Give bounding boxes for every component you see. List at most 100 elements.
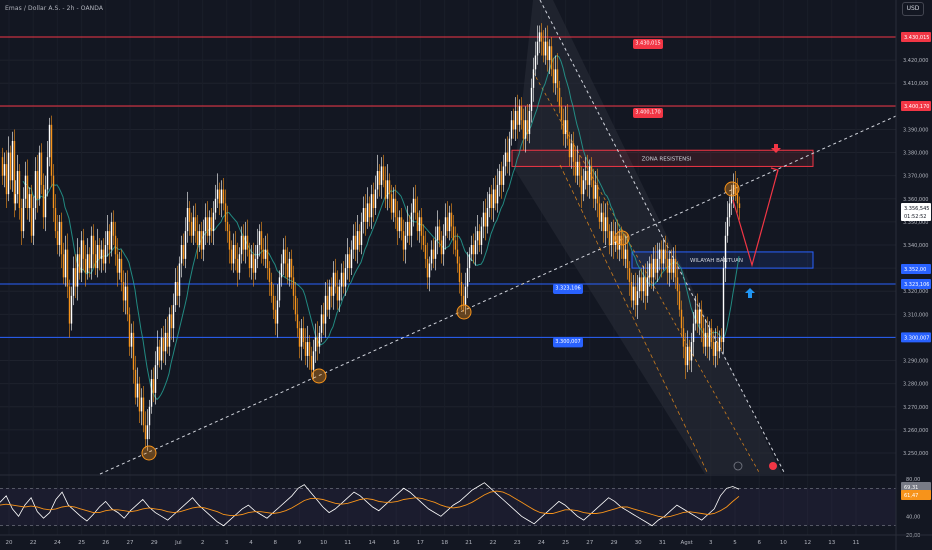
candle-body [172, 305, 175, 329]
candle-body [232, 245, 235, 264]
candle-body [18, 171, 21, 209]
time-tick-label: 5 [733, 540, 737, 546]
candle-body [524, 120, 527, 139]
candle-body [404, 235, 407, 250]
candle-body [618, 235, 621, 250]
candle-body [118, 258, 121, 273]
candle-body [464, 286, 467, 306]
candle-body [382, 166, 385, 181]
candle-body [270, 281, 273, 296]
candle-body [360, 221, 363, 245]
sell-arrow-head [771, 148, 781, 153]
candle-body [388, 180, 391, 195]
candle-body [738, 203, 741, 209]
candle-body [412, 198, 415, 213]
candle-body [40, 152, 43, 185]
candle-body [482, 212, 485, 227]
lightning-icon[interactable] [733, 461, 743, 471]
candle-body [174, 281, 177, 306]
candle-body [156, 346, 159, 366]
candle-body [86, 254, 89, 273]
candle-body [720, 337, 723, 343]
level-label-bg [553, 284, 583, 295]
candle-body [674, 258, 677, 278]
candle-body [186, 208, 189, 232]
candle-body [704, 332, 707, 347]
candle-body [218, 189, 221, 204]
candle-body [596, 184, 599, 204]
badge-level-c[interactable]: 3.323,106 [901, 279, 931, 290]
candle-body [646, 277, 649, 296]
badge-green-price[interactable]: 3.352,00 [901, 264, 931, 274]
projection-path[interactable] [732, 144, 781, 471]
candle-body [378, 171, 381, 185]
candle-body [326, 295, 329, 310]
badge-rsi[interactable]: 69,31 [901, 482, 931, 492]
candle-body [714, 342, 717, 356]
rsi-line [0, 482, 740, 527]
candle-body [736, 194, 739, 204]
candle-body [722, 268, 725, 343]
candle-body [604, 217, 607, 232]
candle-body [324, 295, 327, 324]
news-icon[interactable] [769, 462, 777, 470]
candle-body [122, 281, 125, 301]
candle-body [264, 249, 267, 259]
sell-arrow-icon[interactable] [771, 144, 781, 153]
ascending-trendline[interactable] [99, 115, 897, 475]
badge-rsi-ma[interactable]: 61,47 [901, 490, 931, 500]
badge-current[interactable]: 3.356,545 01:52:52 [901, 203, 931, 221]
price-tick-label: 3.360,000 [903, 197, 928, 203]
candle-body [442, 235, 445, 255]
candle-body [520, 106, 523, 121]
channel-lower-line[interactable] [559, 164, 709, 475]
level-label: 3.430,015 [633, 38, 663, 49]
candle-body [204, 217, 207, 232]
candle-body [202, 231, 205, 250]
candle-body [268, 268, 271, 282]
time-tick-label: Agst [680, 540, 693, 546]
zone-label: WILAYAH BANTUAN [690, 258, 743, 264]
candle-body [240, 235, 243, 255]
buy-arrow-icon[interactable] [745, 288, 755, 298]
candle-body [152, 379, 155, 393]
price-axis[interactable]: 3.250,000 3.260,000 3.270,000 3.280,000 3.29… [895, 0, 931, 550]
time-tick-label: 23 [514, 540, 521, 546]
currency-button[interactable]: USD [902, 2, 924, 16]
candle-body [624, 249, 627, 259]
badge-level-a[interactable]: 3.430,015 [901, 31, 931, 42]
candle-body [606, 217, 609, 232]
candle-body [696, 309, 699, 324]
candle-body [564, 120, 567, 135]
candle-body [470, 245, 473, 255]
candle-body [150, 379, 153, 407]
candle-body [728, 203, 731, 218]
time-axis[interactable]: 20 22 24 25 26 27 29 Jul 2 3 4 8 9 10 11 14 16 17 18 21 22 23… [0, 534, 932, 546]
descending-trendline[interactable] [539, 0, 786, 475]
horizontal-levels[interactable]: 3.430,015 3.400,170 3.323,106 3.300,007 [0, 36, 896, 348]
badge-level-c-bg [901, 279, 931, 290]
candle-body [358, 231, 361, 245]
time-tick-label: 26 [102, 540, 109, 546]
candle-body [544, 41, 547, 56]
time-tick-label: 13 [828, 540, 835, 546]
candle-body [336, 286, 339, 301]
level-label: 3.323,106 [553, 284, 583, 295]
badge-level-d[interactable]: 3.300,007 [901, 332, 931, 343]
channel-mid-line[interactable] [532, 71, 761, 475]
time-tick-label: 20 [6, 540, 13, 546]
candle-body [124, 286, 127, 301]
time-tick-label: 29 [151, 540, 158, 546]
trendlines[interactable] [99, 0, 897, 475]
candle-body [30, 194, 33, 236]
candle-body [684, 346, 687, 366]
badge-level-b[interactable]: 3.400,170 [901, 100, 931, 111]
projection-line[interactable] [732, 169, 779, 268]
candle-body [428, 263, 431, 278]
pivot-circle [456, 304, 472, 320]
buy-arrow-shaft [748, 293, 752, 298]
candle-body [506, 152, 509, 162]
candle-body [162, 337, 165, 352]
candle-body [592, 180, 595, 199]
